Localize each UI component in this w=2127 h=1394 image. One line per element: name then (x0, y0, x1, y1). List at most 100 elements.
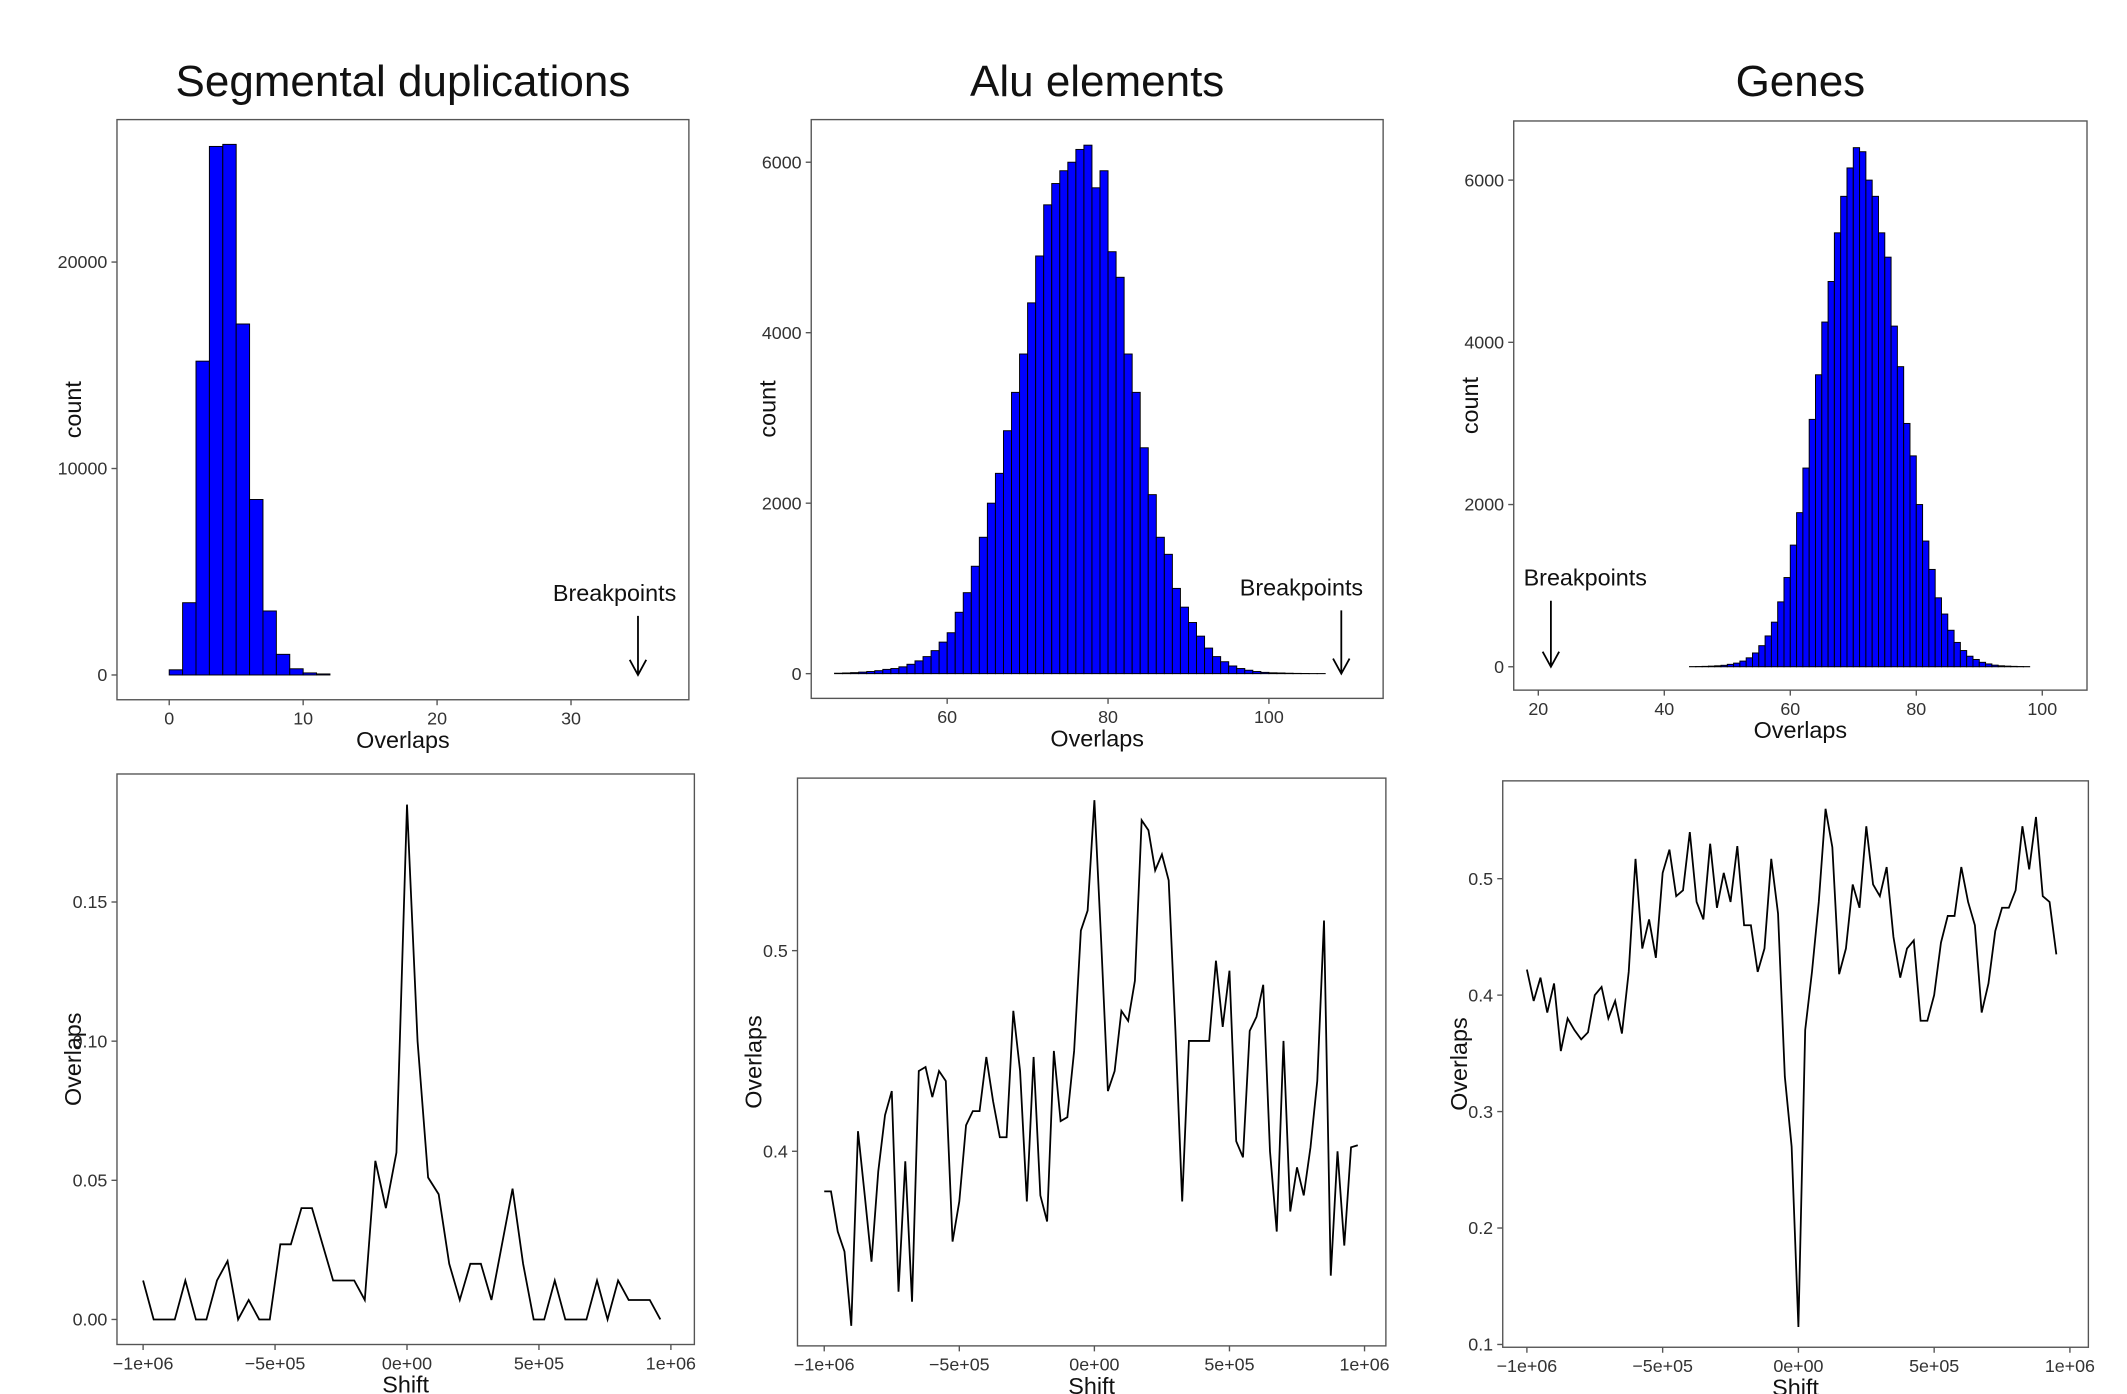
histogram-bar (874, 670, 884, 675)
x-tick-label: 60 (937, 707, 957, 727)
plot-frame (810, 118, 1384, 700)
histogram-bar (1155, 536, 1165, 675)
histogram-bar (1833, 232, 1842, 668)
histogram-bar (249, 499, 264, 676)
y-axis-title: Overlaps (1446, 1017, 1472, 1110)
histogram-bar (1789, 544, 1798, 668)
y-tick-label: 0.10 (73, 1031, 108, 1051)
histogram-bar (1852, 147, 1861, 668)
histogram-bar (1871, 195, 1879, 668)
histogram-bar (1815, 374, 1823, 668)
histogram-bar (289, 668, 304, 676)
x-tick-label: 5e+05 (514, 1353, 564, 1373)
histogram-bar (2003, 665, 2012, 668)
plot-frame (116, 118, 690, 701)
x-tick-label: 10 (293, 708, 313, 728)
y-tick-label: 6000 (1464, 170, 1504, 190)
histogram-bar (1115, 276, 1125, 675)
histogram-bar (1276, 672, 1286, 675)
x-axis-title: Shift (382, 1372, 429, 1394)
y-tick-label: 0.1 (1468, 1335, 1493, 1355)
y-tick-label: 0.05 (73, 1170, 108, 1190)
x-axis-title: Shift (1068, 1373, 1115, 1394)
histogram-bar (1733, 662, 1741, 668)
histogram-bar (1808, 418, 1816, 668)
histogram-bar (1859, 151, 1867, 668)
y-tick-label: 0 (792, 664, 802, 684)
histogram-bar (1934, 597, 1942, 668)
x-tick-label: −1e+06 (1497, 1356, 1558, 1376)
histogram-bar (1865, 179, 1873, 668)
histogram-bar (1244, 669, 1254, 675)
histogram-bar (1220, 661, 1230, 675)
y-tick-label: 0.5 (1468, 869, 1493, 889)
histogram-bar (1011, 391, 1021, 675)
histogram-bar (1268, 672, 1278, 675)
y-tick-label: 0.15 (73, 892, 108, 912)
histogram-bar (1196, 635, 1206, 675)
histogram-bar (182, 602, 197, 676)
x-tick-label: 30 (561, 708, 581, 728)
histogram-bar (1035, 255, 1045, 675)
y-tick-label: 0 (97, 665, 107, 685)
x-tick-label: 1e+06 (646, 1353, 696, 1373)
histogram-bar (1099, 170, 1109, 675)
y-axis-title: count (1457, 376, 1483, 434)
y-tick-label: 0.4 (763, 1141, 788, 1161)
histogram-bar (1821, 321, 1829, 668)
x-tick-label: 5e+05 (1204, 1355, 1254, 1375)
histogram-bar (1179, 606, 1189, 675)
histogram-bar (858, 671, 868, 675)
histogram-bar (1236, 668, 1246, 675)
y-tick-label: 20000 (58, 252, 108, 272)
histogram-bar (978, 536, 988, 675)
histogram-bar (1260, 671, 1270, 675)
histogram-bar (1783, 577, 1791, 668)
histogram-bar (1947, 629, 1955, 668)
histogram-bar (1922, 540, 1930, 668)
histogram-bar (946, 632, 956, 675)
histogram-bar (994, 472, 1004, 675)
y-tick-label: 4000 (762, 323, 802, 343)
x-tick-label: −5e+05 (245, 1353, 306, 1373)
x-tick-label: 80 (1098, 707, 1118, 727)
plot-frame (1513, 120, 2088, 691)
histogram-bar (922, 656, 932, 675)
x-tick-label: −1e+06 (113, 1353, 174, 1373)
x-axis-title: Overlaps (1050, 725, 1143, 751)
x-tick-label: 0e+00 (1773, 1356, 1823, 1376)
histogram-bar (1796, 512, 1804, 668)
histogram-bar (1764, 635, 1772, 668)
histogram-bar (195, 360, 210, 676)
histogram-bar (1228, 665, 1238, 675)
histogram-bar (1714, 665, 1722, 668)
y-tick-label: 2000 (762, 493, 802, 513)
plot-frame (116, 773, 696, 1346)
y-axis-title: count (60, 381, 86, 439)
histogram-bar (986, 502, 996, 675)
histogram-bar (1019, 353, 1029, 675)
annotation: Breakpoints (1240, 574, 1363, 600)
y-tick-label: 4000 (1464, 333, 1504, 353)
line (142, 804, 662, 1323)
histogram-bar (1171, 587, 1181, 675)
x-tick-label: −1e+06 (794, 1355, 855, 1375)
x-tick-label: 0e+00 (1069, 1355, 1119, 1375)
annotation-arrow (1541, 600, 1560, 669)
histogram-bar (1997, 665, 2005, 668)
y-axis-title: count (754, 380, 780, 438)
histogram-bar (1067, 161, 1077, 675)
histogram-bar (1107, 251, 1117, 675)
histogram-bar (1972, 658, 1980, 668)
chart-title: Alu elements (970, 57, 1224, 106)
histogram-bar (1846, 167, 1854, 668)
histogram-bar (1840, 195, 1848, 668)
histogram-bar (1139, 447, 1149, 675)
x-tick-label: 100 (1254, 707, 1284, 727)
plot-frame (1502, 780, 2090, 1348)
y-tick-label: 0 (1494, 657, 1504, 677)
histogram-bar (890, 668, 900, 675)
plot-frame (796, 777, 1387, 1347)
